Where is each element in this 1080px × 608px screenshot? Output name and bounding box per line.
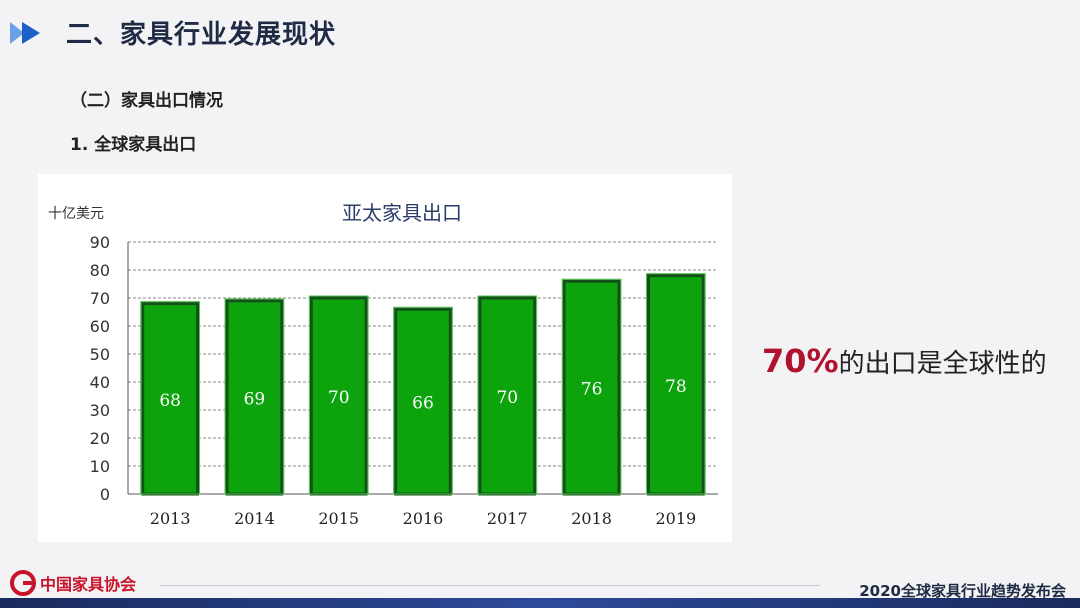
association-emblem-icon (10, 570, 36, 596)
y-tick-label: 40 (90, 373, 110, 392)
x-tick-label: 2013 (150, 509, 191, 528)
event-name: 2020全球家具行业趋势发布会 (859, 582, 1066, 600)
y-tick-label: 0 (100, 485, 110, 504)
bar-chart: 亚太家具出口 十亿美元 0 10 20 30 40 50 60 70 80 90 68 2013 69 2… (48, 201, 718, 528)
y-tick-label: 30 (90, 401, 110, 420)
association-logo: 中国家具协会 (10, 570, 136, 596)
bar-outline (140, 301, 201, 495)
bar (141, 302, 200, 496)
bar-data-label: 69 (244, 389, 266, 409)
bar-data-label: 70 (496, 388, 518, 408)
bar-outline (477, 295, 538, 495)
title-arrow-icon (10, 22, 40, 44)
bar (394, 307, 452, 496)
export-share-percent: 70% (762, 342, 839, 380)
bar-outline (645, 273, 706, 495)
bar-outline (224, 298, 285, 495)
x-tick-label: 2018 (571, 509, 612, 528)
chart-panel: 亚太家具出口 十亿美元 0 10 20 30 40 50 60 70 80 90 68 2013 69 2… (38, 174, 732, 542)
bar-data-label: 76 (581, 380, 603, 400)
bar-outline (393, 306, 453, 495)
export-share-callout: 70%的出口是全球性的 (762, 342, 1047, 380)
bar (646, 274, 705, 496)
y-tick-label: 70 (90, 289, 110, 308)
bar (225, 299, 284, 496)
x-tick-label: 2019 (655, 509, 696, 528)
bar (309, 296, 368, 496)
bar-data-label: 68 (159, 391, 181, 411)
page-title: 二、家具行业发展现状 (66, 20, 337, 50)
bar-outline (308, 295, 369, 495)
y-tick-label: 90 (90, 233, 110, 252)
bar (562, 279, 621, 496)
x-tick-label: 2014 (234, 509, 275, 528)
bar-outline (561, 278, 622, 495)
x-tick-label: 2017 (487, 509, 528, 528)
bar-data-label: 78 (665, 377, 687, 397)
association-name: 中国家具协会 (40, 575, 137, 594)
y-tick-label: 10 (90, 457, 110, 476)
y-tick-label: 20 (90, 429, 110, 448)
y-tick-label: 50 (90, 345, 110, 364)
y-tick-label: 60 (90, 317, 110, 336)
footer-stripe (0, 598, 1080, 608)
x-tick-label: 2016 (403, 509, 444, 528)
bar-data-label: 70 (328, 388, 350, 408)
footer-divider (160, 585, 820, 586)
x-tick-label: 2015 (318, 509, 359, 528)
subsection-heading: 1. 全球家具出口 (70, 135, 197, 155)
chart-title: 亚太家具出口 (342, 201, 462, 225)
y-axis-unit-label: 十亿美元 (48, 206, 104, 222)
export-share-text: 的出口是全球性的 (838, 349, 1047, 379)
bar-data-label: 66 (412, 394, 434, 414)
y-tick-label: 80 (90, 261, 110, 280)
section-heading: （二）家具出口情况 (70, 91, 223, 111)
